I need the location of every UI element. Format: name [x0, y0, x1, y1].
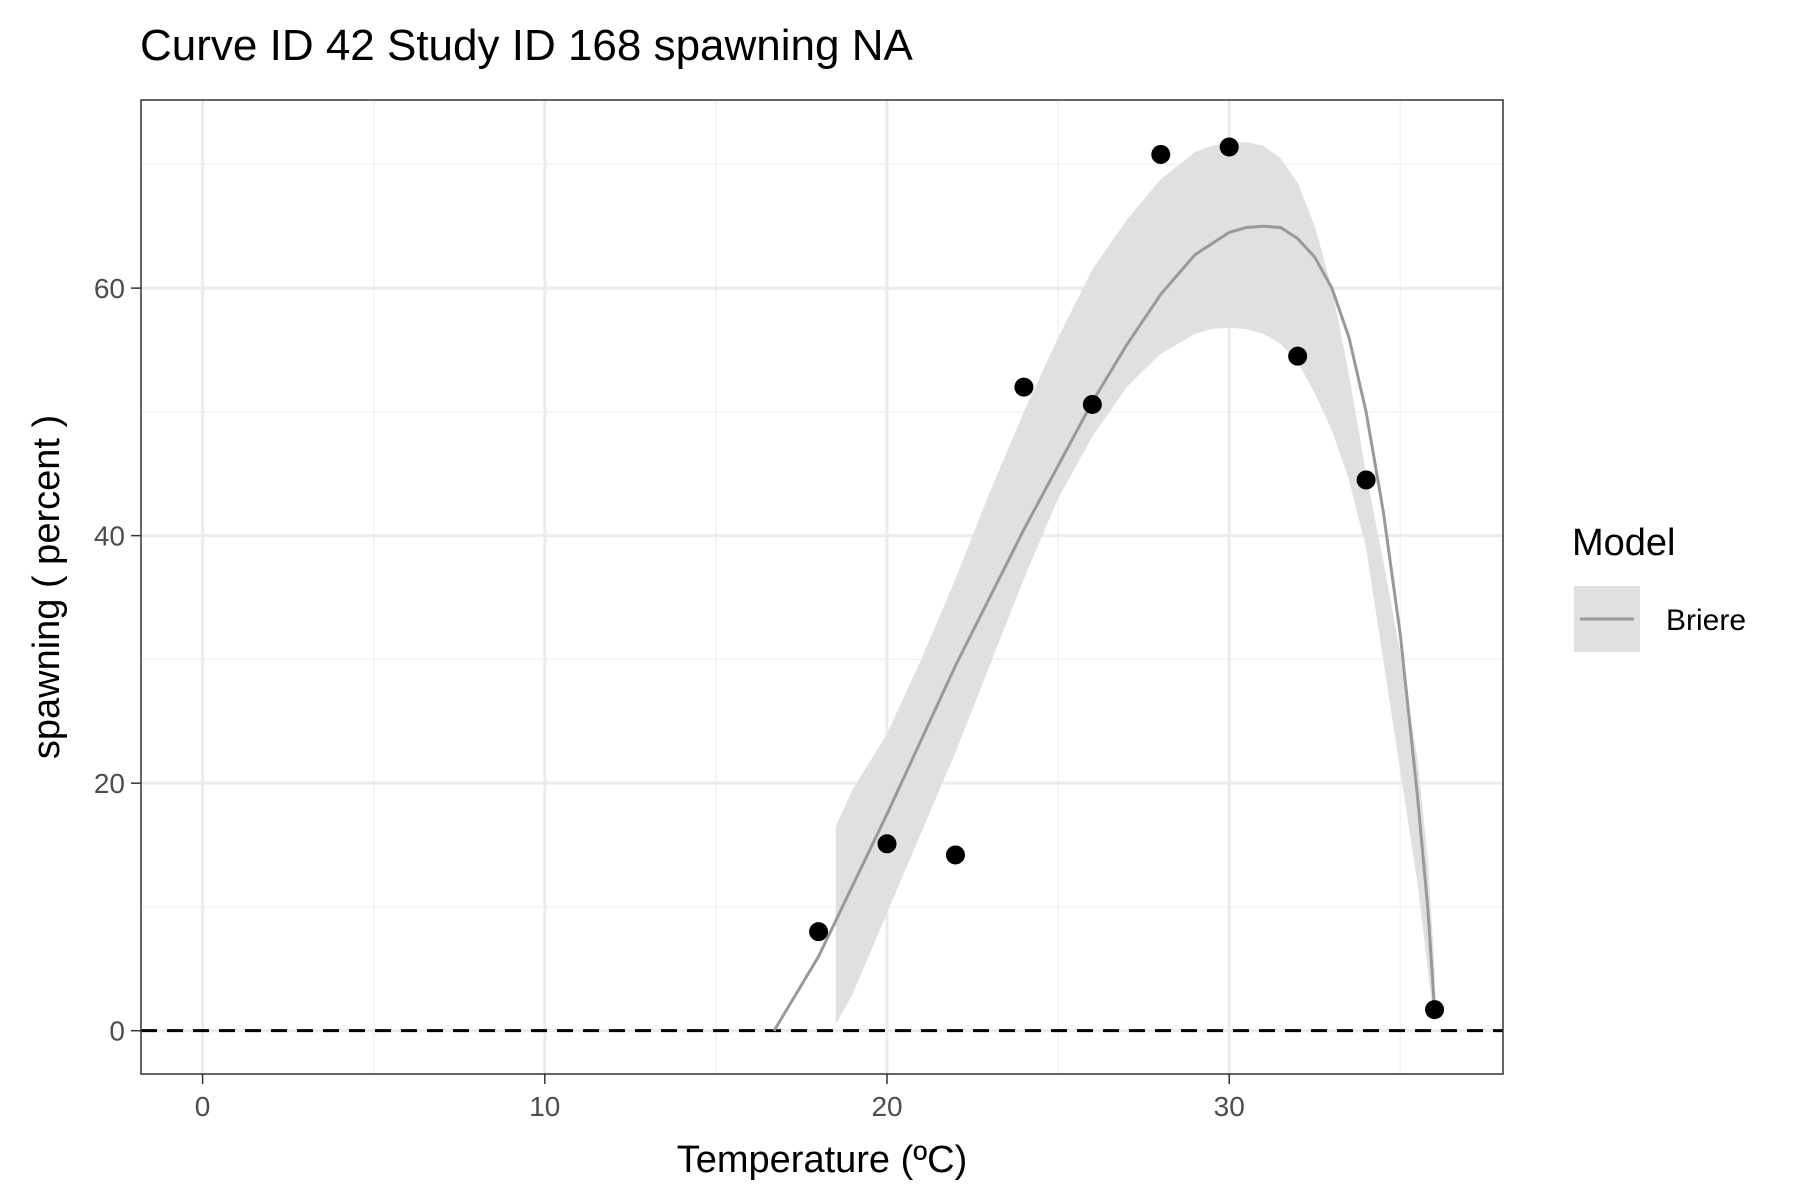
data-point	[877, 834, 897, 854]
data-point	[1356, 470, 1376, 490]
x-axis: 0 10 20 30	[195, 1074, 1245, 1122]
x-tick-label: 10	[529, 1091, 560, 1122]
chart-title: Curve ID 42 Study ID 168 spawning NA	[140, 21, 913, 70]
data-point	[945, 845, 965, 865]
briere-model-line	[772, 224, 1437, 1032]
data-point	[1288, 346, 1308, 366]
grid-minor	[141, 100, 1503, 1074]
y-axis-title: spawning ( percent )	[26, 415, 68, 759]
data-point	[809, 922, 829, 942]
y-tick-label: 40	[94, 521, 125, 552]
data-point	[1219, 137, 1239, 157]
panel-border	[140, 99, 1504, 1075]
y-tick-label: 60	[94, 273, 125, 304]
x-tick-label: 0	[195, 1091, 211, 1122]
x-tick-label: 20	[871, 1091, 902, 1122]
plot-area	[140, 99, 1504, 1075]
data-point	[1151, 144, 1171, 164]
x-tick-label: 30	[1214, 1091, 1245, 1122]
data-point	[1425, 1000, 1445, 1020]
data-points	[809, 137, 1445, 1020]
legend-label-briere: Briere	[1666, 604, 1746, 637]
data-point	[1082, 394, 1102, 414]
y-tick-label: 20	[94, 768, 125, 799]
briere-confidence-ribbon	[835, 142, 1435, 1025]
data-point	[1014, 377, 1034, 397]
y-tick-label: 0	[109, 1016, 125, 1047]
legend-title: Model	[1572, 522, 1676, 564]
x-axis-title: Temperature (ºC)	[677, 1139, 968, 1181]
legend: Model Briere	[1572, 522, 1746, 652]
y-axis: 0 20 40 60	[94, 273, 141, 1047]
